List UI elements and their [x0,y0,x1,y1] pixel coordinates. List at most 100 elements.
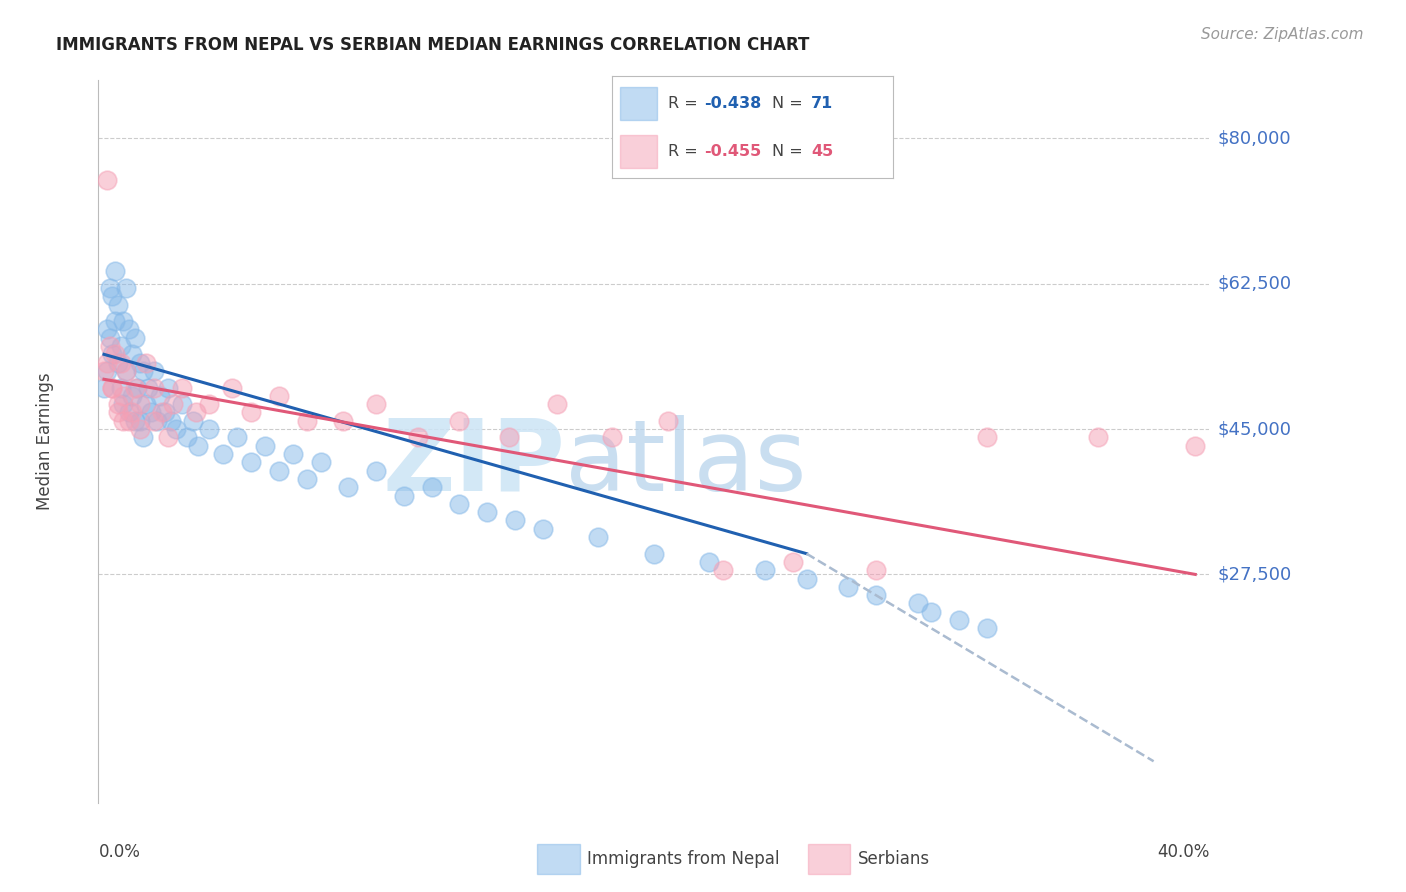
Point [118,414,141,428]
Point [101,380,124,394]
Point [420,480,443,494]
Point [796,572,818,586]
Point [226,430,249,444]
Point [198,397,221,411]
Text: 71: 71 [811,96,834,111]
Point [107,297,129,311]
Point [907,597,929,611]
Point [588,530,610,544]
Text: 0.0%: 0.0% [98,843,141,861]
Point [948,613,970,627]
Point [159,414,181,428]
FancyBboxPatch shape [620,136,657,168]
Point [475,505,499,519]
Point [503,513,526,527]
Point [976,430,998,444]
Point [143,380,166,394]
Point [165,422,187,436]
Point [920,605,942,619]
Text: Serbians: Serbians [858,849,931,868]
Point [150,405,173,419]
Text: $62,500: $62,500 [1218,275,1292,293]
Text: $27,500: $27,500 [1218,566,1292,583]
Point [267,389,290,403]
Point [110,380,132,394]
Point [135,356,157,370]
Text: IMMIGRANTS FROM NEPAL VS SERBIAN MEDIAN EARNINGS CORRELATION CHART: IMMIGRANTS FROM NEPAL VS SERBIAN MEDIAN … [56,36,810,54]
Point [104,314,127,328]
Text: R =: R = [668,145,703,160]
Text: Median Earnings: Median Earnings [37,373,53,510]
Point [837,580,859,594]
Point [107,356,129,370]
Point [153,405,176,419]
Point [110,356,132,370]
Text: N =: N = [772,96,808,111]
Point [124,331,146,345]
Point [110,339,132,353]
Point [107,405,129,419]
Point [281,447,304,461]
Point [96,173,118,187]
Point [187,439,209,453]
Point [253,439,276,453]
Point [366,397,388,411]
Point [865,563,887,577]
Point [221,380,243,394]
Point [176,430,198,444]
Point [93,380,115,394]
Point [699,555,721,569]
Point [121,405,143,419]
Point [600,430,623,444]
Point [295,472,318,486]
Point [104,264,127,278]
Point [1184,439,1206,453]
Point [976,621,998,635]
Point [156,430,179,444]
Point [337,480,360,494]
Text: 40.0%: 40.0% [1157,843,1209,861]
Point [124,380,146,394]
Point [643,547,665,561]
Point [143,364,166,378]
Point [121,389,143,403]
Point [449,414,471,428]
Text: $80,000: $80,000 [1218,129,1291,147]
Point [143,414,166,428]
Point [267,464,290,478]
Point [162,397,184,411]
Point [782,555,804,569]
Text: -0.455: -0.455 [704,145,762,160]
FancyBboxPatch shape [537,844,579,874]
Point [132,430,155,444]
Point [546,397,568,411]
Point [98,339,121,353]
Point [332,414,354,428]
Point [366,464,388,478]
Point [112,414,135,428]
Point [145,414,167,428]
Point [531,522,554,536]
Point [170,397,193,411]
Point [754,563,776,577]
Text: R =: R = [668,96,703,111]
Point [129,356,152,370]
Point [93,364,115,378]
Point [1087,430,1109,444]
Text: 45: 45 [811,145,834,160]
Point [865,588,887,602]
Text: -0.438: -0.438 [704,96,762,111]
Point [115,364,138,378]
Point [96,364,118,378]
Point [132,364,155,378]
Point [101,380,124,394]
Point [240,405,263,419]
Point [498,430,520,444]
Point [449,497,471,511]
Point [112,397,135,411]
Point [96,322,118,336]
Point [124,414,146,428]
Point [148,389,170,403]
Point [212,447,235,461]
Point [406,430,429,444]
